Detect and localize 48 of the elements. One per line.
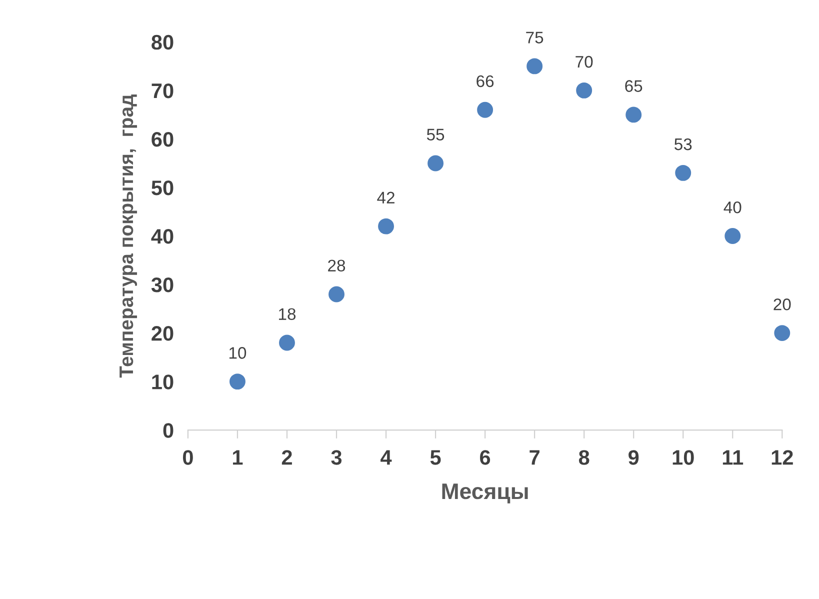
y-tick-label: 80 [152,34,174,50]
x-tick-label: 8 [578,450,590,465]
data-label: 66 [476,75,494,88]
point [477,102,494,118]
point [675,164,692,181]
y-tick-label: 70 [152,83,174,98]
y-tick-label: 50 [152,180,174,196]
data-label: 20 [774,298,791,310]
y-tick-label: 0 [163,423,174,438]
point [576,82,592,98]
data-label: 42 [377,192,394,204]
point [428,155,444,172]
x-tick-label: 10 [672,450,694,465]
point [526,58,543,74]
data-label: 53 [674,138,692,150]
y-axis-title: Температура покрытия, град [120,94,138,378]
y-tick-label: 60 [152,132,174,147]
x-tick-label: 12 [772,450,793,465]
y-tick-label: 20 [152,326,174,341]
x-tick-label: 2 [282,450,292,465]
x-tick-label: 3 [331,450,342,465]
point [724,228,741,244]
x-tick-label: 1 [232,450,243,465]
x-tick-label: 4 [380,450,392,465]
data-label: 28 [328,260,346,272]
point [279,334,295,351]
x-axis-title: Месяцы [442,484,528,504]
point [626,106,642,123]
x-tick-label: 9 [628,450,639,465]
data-label: 18 [278,308,296,320]
data-label: 65 [625,80,642,92]
x-tick-label: 6 [480,450,490,465]
x-tick-label: 0 [182,450,193,465]
point [230,374,246,390]
point [774,325,790,342]
data-label: 55 [426,128,444,140]
y-tick-label: 30 [151,278,174,292]
y-tick-label: 40 [151,229,174,244]
data-label: 70 [576,56,593,68]
point [378,218,394,234]
y-tick-label: 10 [152,374,174,390]
data-label: 40 [724,201,742,214]
x-tick-label: 11 [722,450,744,465]
data-label: 10 [229,347,246,359]
data-label: 75 [526,32,544,44]
x-tick-label: 7 [530,450,540,465]
x-tick-label: 5 [430,450,441,465]
point [328,286,344,302]
